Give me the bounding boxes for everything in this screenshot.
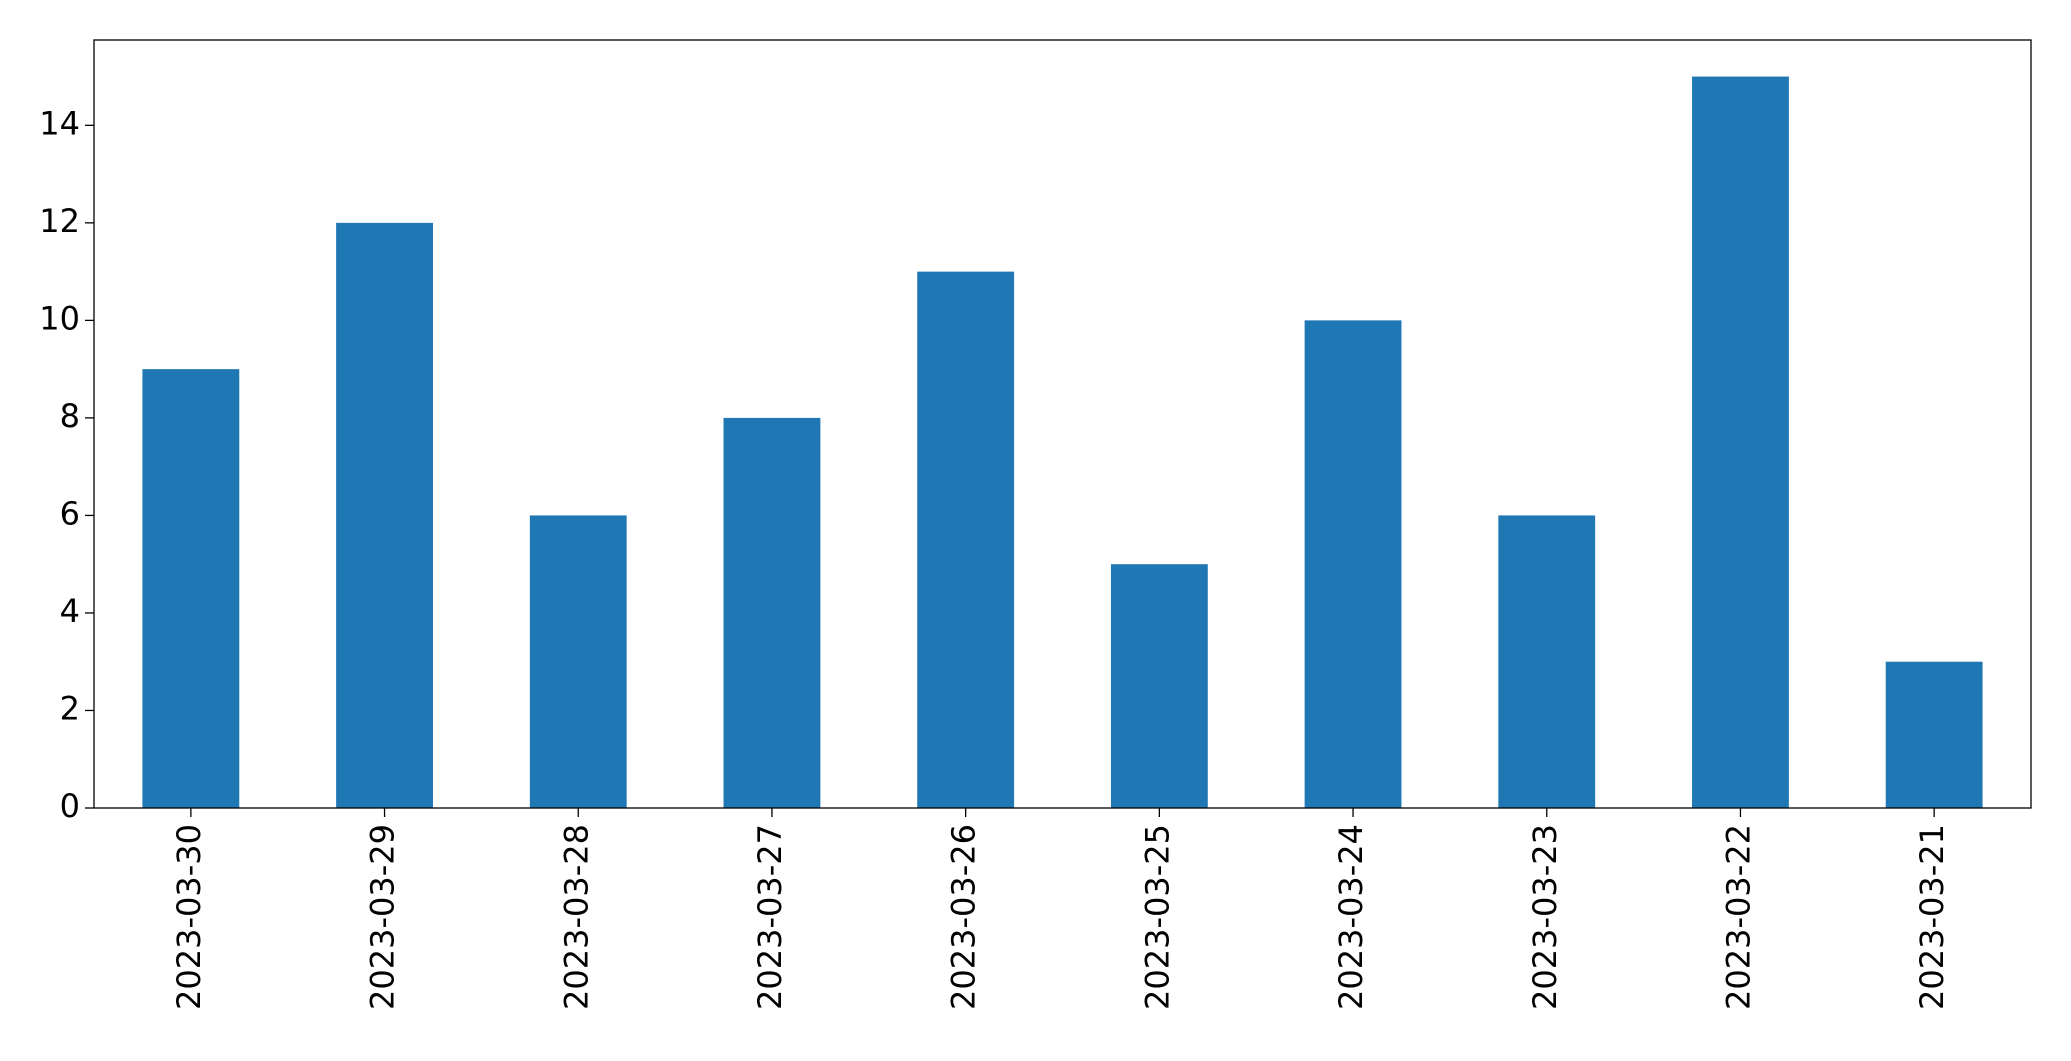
x-tick-label: 2023-03-28 bbox=[557, 824, 595, 1010]
x-tick-label: 2023-03-27 bbox=[751, 824, 789, 1010]
plot-area bbox=[142, 76, 1983, 809]
x-tick-label: 2023-03-30 bbox=[170, 824, 208, 1010]
y-tick-label: 4 bbox=[60, 592, 80, 630]
y-tick-label: 6 bbox=[60, 494, 80, 532]
x-tick-label: 2023-03-23 bbox=[1526, 824, 1564, 1010]
bar bbox=[1885, 661, 1983, 808]
y-tick-label: 8 bbox=[60, 397, 80, 435]
bar bbox=[917, 271, 1015, 809]
axes-frame bbox=[93, 39, 2032, 809]
y-tick-label: 14 bbox=[39, 104, 80, 142]
x-tick-label: 2023-03-24 bbox=[1332, 824, 1370, 1010]
bar bbox=[142, 369, 240, 808]
x-tick-label: 2023-03-22 bbox=[1719, 824, 1757, 1010]
x-tick-label: 2023-03-25 bbox=[1138, 824, 1176, 1010]
bar bbox=[336, 222, 433, 808]
y-tick-label: 2 bbox=[60, 689, 80, 727]
bar bbox=[1692, 76, 1789, 809]
x-tick-label: 2023-03-21 bbox=[1913, 824, 1951, 1010]
y-tick-label: 10 bbox=[39, 299, 80, 337]
bar bbox=[1498, 515, 1596, 808]
y-tick-label: 0 bbox=[60, 787, 80, 825]
bar bbox=[723, 417, 821, 808]
y-tick-label: 12 bbox=[39, 202, 80, 240]
bar bbox=[1110, 564, 1208, 808]
x-tick-label: 2023-03-29 bbox=[364, 824, 402, 1010]
bar bbox=[529, 515, 627, 808]
x-tick-label: 2023-03-26 bbox=[945, 824, 983, 1010]
bar bbox=[1304, 320, 1402, 808]
